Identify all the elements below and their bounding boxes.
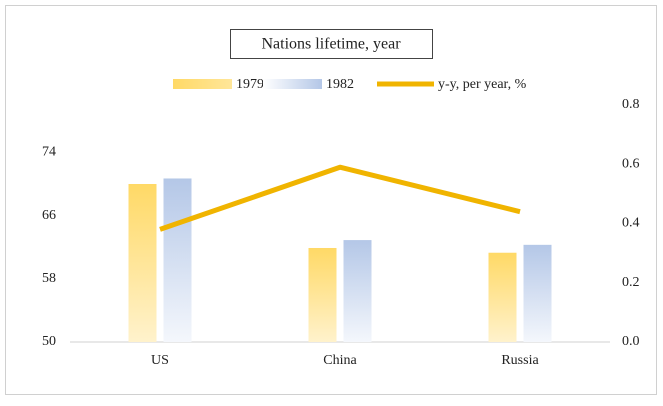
y-tick-label: 50 — [42, 334, 56, 349]
y2-tick-label: 0.6 — [622, 156, 640, 171]
bar — [128, 184, 157, 342]
y2-tick-label: 0.2 — [622, 275, 640, 290]
legend-label: y-y, per year, % — [438, 77, 527, 92]
x-tick-label: China — [323, 353, 357, 368]
bar — [523, 244, 552, 342]
legend-label: 1982 — [326, 77, 354, 92]
bar — [308, 247, 337, 342]
line — [159, 164, 521, 232]
y2-tick-label: 0.4 — [622, 216, 640, 231]
bar — [343, 240, 372, 342]
y2-tick-label: 0.8 — [622, 97, 640, 112]
legend-swatch — [263, 79, 322, 89]
y2-tick-label: 0.0 — [622, 334, 640, 349]
title-box — [230, 29, 433, 59]
bar — [163, 178, 192, 342]
x-tick-label: US — [151, 353, 169, 368]
legend-label: 1979 — [236, 77, 264, 92]
y-tick-label: 74 — [42, 145, 56, 160]
y-tick-label: 58 — [42, 271, 56, 286]
legend-swatch — [173, 79, 232, 89]
y-tick-label: 66 — [42, 208, 56, 223]
chart-title: Nations lifetime, year — [261, 36, 401, 53]
x-tick-label: Russia — [501, 353, 539, 368]
bar — [488, 252, 517, 342]
